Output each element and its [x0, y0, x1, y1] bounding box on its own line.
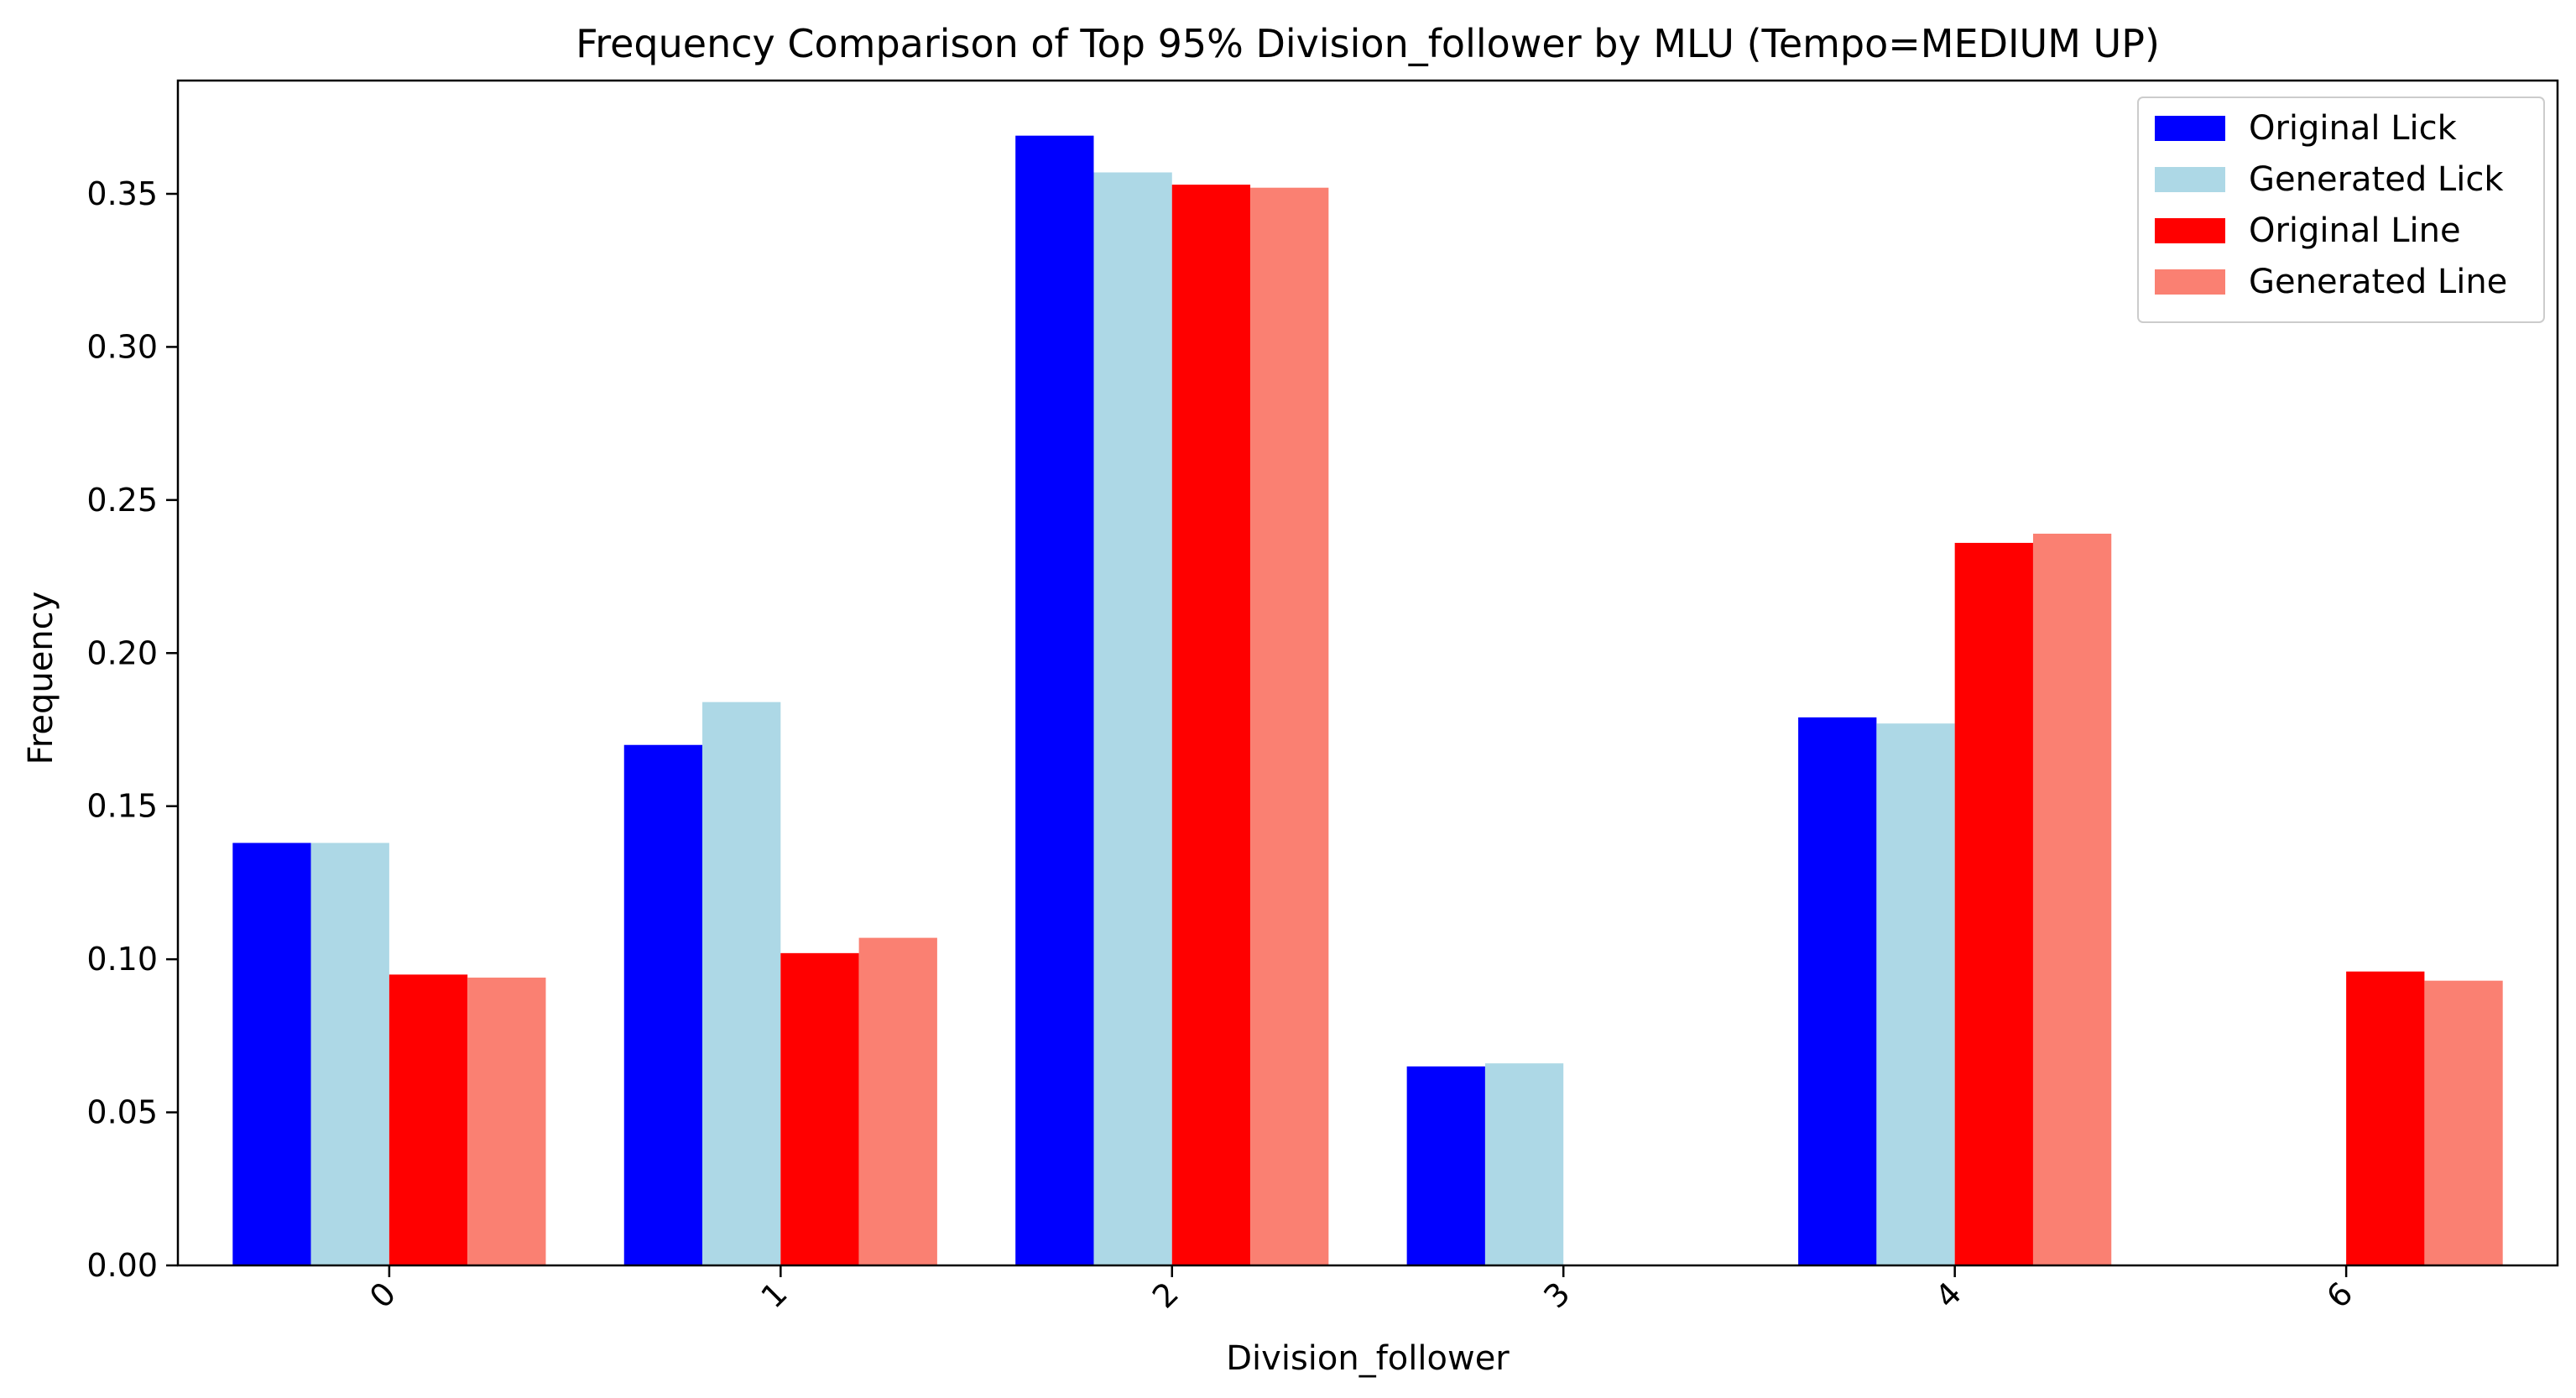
- y-tick-label: 0.05: [86, 1094, 158, 1131]
- legend-label: Generated Line: [2249, 263, 2507, 301]
- legend-swatch: [2155, 269, 2225, 295]
- y-tick-label: 0.15: [86, 788, 158, 825]
- legend: Original Lick Generated Lick Original Line…: [2137, 97, 2545, 323]
- legend-label: Original Line: [2249, 211, 2461, 250]
- bar-generated-line-4: [2032, 533, 2112, 1265]
- x-axis-title: Division_follower: [1226, 1339, 1510, 1378]
- y-tick-label: 0.30: [86, 328, 158, 365]
- bar-original-lick-3: [1406, 1066, 1485, 1265]
- y-tick-label: 0.10: [86, 941, 158, 978]
- bar-generated-lick-1: [702, 702, 781, 1265]
- bar-generated-line-6: [2424, 980, 2503, 1265]
- legend-frame: [2137, 97, 2545, 323]
- legend-swatch: [2155, 167, 2225, 192]
- bar-original-line-6: [2346, 971, 2425, 1265]
- legend-swatch: [2155, 218, 2225, 243]
- bar-generated-line-0: [467, 978, 546, 1265]
- bar-original-line-4: [1954, 542, 2033, 1265]
- y-tick-label: 0.00: [86, 1247, 158, 1284]
- bar-original-line-0: [388, 974, 468, 1265]
- bar-generated-line-1: [858, 937, 937, 1265]
- legend-swatch: [2155, 116, 2225, 141]
- y-axis: 0.00 0.05 0.10 0.15 0.20 0.25 0.30 0.35: [86, 175, 178, 1284]
- bar-original-lick-4: [1798, 717, 1877, 1265]
- bar-original-line-1: [780, 952, 859, 1265]
- bar-generated-lick-2: [1093, 172, 1172, 1266]
- y-axis-title: Frequency: [22, 592, 60, 765]
- y-tick-label: 0.35: [86, 175, 158, 212]
- bar-generated-line-2: [1250, 187, 1329, 1266]
- legend-label: Original Lick: [2249, 109, 2458, 148]
- bars-layer: [232, 135, 2503, 1266]
- plot-frame: [176, 79, 2559, 1267]
- bar-generated-lick-0: [310, 842, 389, 1265]
- y-tick-label: 0.25: [86, 482, 158, 519]
- bar-original-line-2: [1171, 185, 1251, 1265]
- bar-original-lick-2: [1015, 135, 1094, 1265]
- bar-original-lick-1: [623, 744, 703, 1265]
- chart-title: Frequency Comparison of Top 95% Division…: [576, 21, 2160, 66]
- legend-label: Generated Lick: [2249, 160, 2504, 199]
- bar-generated-lick-4: [1876, 723, 1955, 1265]
- y-tick-label: 0.20: [86, 634, 158, 671]
- bar-generated-lick-3: [1484, 1063, 1564, 1265]
- bar-original-lick-0: [232, 842, 311, 1265]
